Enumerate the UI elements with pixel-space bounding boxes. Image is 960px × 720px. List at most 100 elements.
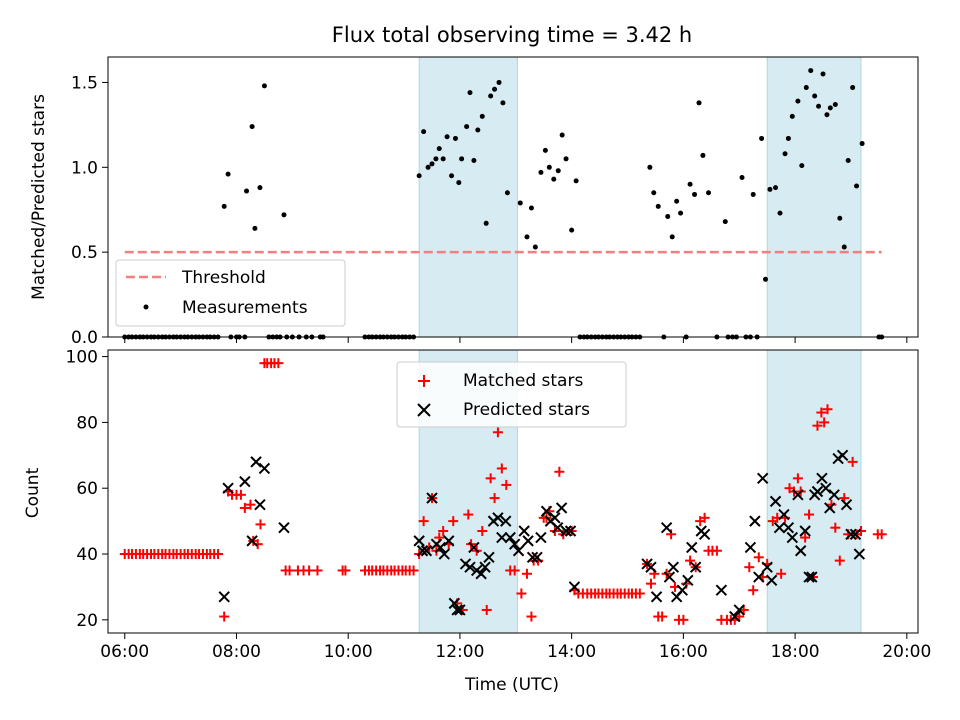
predicted-stars-point: [794, 545, 807, 557]
measurement-point: [647, 164, 653, 170]
measurement-point: [425, 164, 431, 170]
predicted-stars-point: [824, 502, 836, 514]
predicted-stars-point: [811, 485, 824, 498]
legend-threshold-label: Threshold: [181, 268, 266, 288]
predicted-stars-point: [218, 591, 230, 603]
measurement-point: [252, 225, 258, 231]
measurement-point: [429, 161, 435, 167]
matched-stars-point: [521, 568, 532, 579]
y-tick-label: 100: [66, 348, 98, 368]
top-legend-box: [115, 259, 346, 327]
predicted-stars-point: [464, 561, 476, 573]
matched-stars-point: [792, 473, 803, 484]
predicted-stars-point: [560, 525, 572, 537]
matched-stars-point: [812, 420, 823, 431]
bottom-legend: Matched stars Predicted stars: [396, 361, 627, 428]
measurement-point: [517, 200, 523, 206]
predicted-stars-point: [845, 528, 857, 540]
matched-stars-point: [834, 555, 845, 566]
top-y-axis-label: Matched/Predicted stars: [29, 94, 49, 300]
predicted-stars-point: [820, 482, 832, 494]
predicted-stars-point: [761, 561, 773, 573]
matched-stars-point: [776, 568, 787, 579]
predicted-stars-point: [500, 515, 512, 527]
predicted-stars-point: [786, 531, 799, 544]
measurement-point: [452, 135, 458, 141]
matched-stars-point: [496, 463, 507, 474]
legend-matched-label: Matched stars: [463, 371, 583, 391]
predicted-stars-point: [483, 551, 495, 564]
predicted-stars-point: [849, 528, 862, 540]
predicted-stars-point: [756, 472, 769, 485]
measurement-point: [244, 188, 250, 194]
y-tick-label: 60: [76, 479, 98, 499]
matched-stars-point: [448, 516, 459, 527]
predicted-stars-point: [765, 574, 778, 587]
matched-stars-point: [492, 427, 503, 438]
predicted-stars-point: [753, 571, 765, 583]
legend-predicted-swatch: [417, 403, 431, 417]
matched-stars-point: [418, 516, 429, 527]
y-tick-label: 0.5: [71, 243, 98, 263]
predicted-stars-point: [792, 489, 804, 501]
matched-stars-point: [816, 407, 827, 418]
measurement-point: [483, 220, 489, 226]
predicted-stars-point: [239, 475, 251, 488]
measurement-point: [488, 93, 494, 99]
matched-stars-point: [516, 588, 527, 599]
measurement-point: [841, 244, 847, 250]
matched-stars-point: [819, 417, 830, 428]
matched-stars-point: [501, 479, 512, 490]
measurement-point: [762, 276, 768, 282]
predicted-stars-point: [540, 505, 553, 517]
measurement-point: [464, 124, 470, 130]
measurement-point: [706, 190, 712, 196]
matched-stars-point: [245, 499, 256, 510]
matched-stars-point: [678, 614, 689, 625]
x-tick-label: 18:00: [771, 642, 820, 662]
measurement-point: [687, 181, 693, 187]
matched-stars-point: [634, 588, 645, 599]
predicted-stars-point: [853, 548, 866, 560]
matched-stars-point: [239, 502, 250, 513]
predicted-stars-point: [744, 541, 757, 554]
measurement-point: [812, 93, 818, 99]
predicted-stars-point: [479, 561, 491, 573]
predicted-stars-point: [475, 568, 487, 580]
measurement-point: [767, 186, 773, 192]
measurement-point: [820, 71, 826, 77]
measurement-point: [546, 164, 552, 170]
measurement-point: [789, 113, 795, 119]
matched-stars-point: [284, 565, 295, 576]
predicted-stars-point: [512, 545, 525, 557]
bottom-legend-box: [396, 361, 627, 428]
measurement-point: [678, 210, 684, 216]
predicted-stars-point: [551, 521, 564, 534]
measurement-point: [845, 158, 851, 164]
chart-title: Flux total observing time = 3.42 h: [332, 23, 692, 47]
predicted-stars-point: [531, 551, 543, 564]
predicted-stars-point: [840, 498, 853, 511]
predicted-stars-point: [686, 541, 698, 554]
x-tick-label: 20:00: [882, 642, 931, 662]
predicted-stars-point: [555, 502, 568, 514]
measurement-point: [854, 183, 860, 189]
measurement-point: [257, 185, 263, 191]
measurement-point: [479, 113, 485, 119]
predicted-stars-point: [689, 561, 702, 573]
matched-stars-point: [235, 489, 246, 500]
matched-stars-point: [753, 552, 764, 563]
predicted-stars-point: [769, 495, 782, 508]
measurement-point: [782, 151, 788, 157]
bottom-panel: 20 40 60 80 100 06:00 08:00 10:00 12:00 14:00 16:…: [23, 348, 931, 695]
predicted-stars-point: [443, 535, 455, 547]
x-tick-label: 14:00: [547, 642, 596, 662]
y-tick-label: 80: [76, 413, 98, 433]
matched-stars-point: [312, 565, 323, 576]
matched-stars-point: [485, 473, 496, 484]
measurement-point: [827, 105, 833, 111]
measurement-point: [859, 141, 865, 147]
matched-stars-point: [699, 512, 710, 523]
measurement-point: [803, 85, 809, 91]
measurement-point: [722, 219, 728, 225]
